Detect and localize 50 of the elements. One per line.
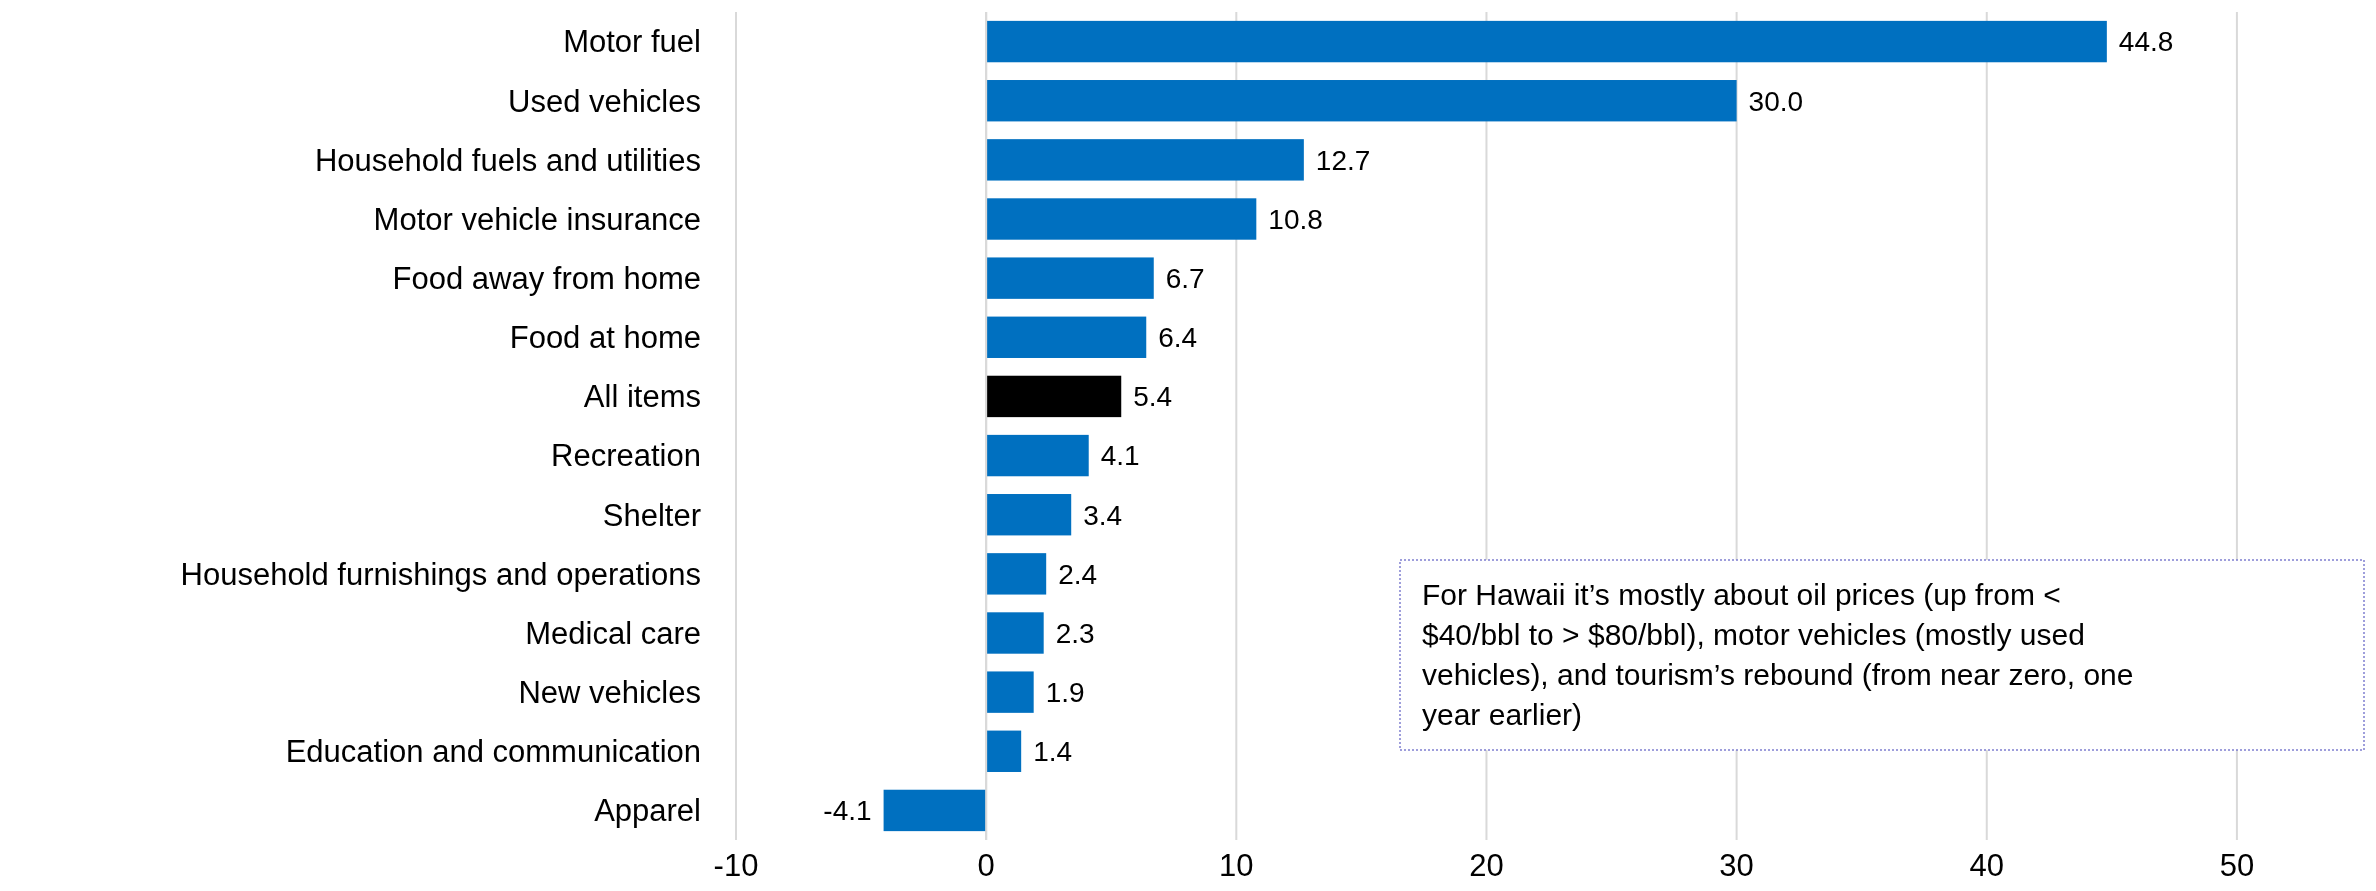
y-tick-label: Used vehicles (508, 83, 701, 119)
bar (986, 730, 1022, 772)
y-tick-label: All items (583, 379, 701, 415)
x-tick-label: 10 (1219, 848, 1254, 883)
bar (883, 789, 987, 832)
y-tick-label: Household fuels and utilities (314, 142, 701, 178)
bar (986, 80, 1737, 122)
x-tick-label: 50 (2219, 848, 2255, 883)
data-label: 6.4 (1158, 322, 1198, 354)
x-tick-label: -10 (713, 848, 759, 883)
y-tick-label: Motor vehicle insurance (373, 201, 701, 237)
x-tick-label: 20 (1469, 848, 1504, 883)
data-label: 5.4 (1133, 381, 1173, 413)
data-label: 4.1 (1100, 440, 1140, 472)
y-tick-label: Motor fuel (563, 24, 701, 60)
data-label: 12.7 (1315, 144, 1371, 176)
data-label: 44.8 (2118, 26, 2174, 58)
bar (986, 375, 1122, 418)
bar (986, 139, 1304, 181)
data-label: 2.4 (1058, 558, 1098, 590)
bar (986, 316, 1147, 358)
data-label: 1.9 (1045, 676, 1085, 708)
bar (986, 494, 1072, 536)
y-tick-label: Recreation (551, 438, 701, 474)
bar (986, 434, 1089, 477)
data-label: 10.8 (1268, 203, 1323, 235)
x-tick-label: 40 (1969, 848, 2005, 883)
data-label: 1.4 (1033, 736, 1073, 768)
x-tick-label: 30 (1719, 848, 1754, 883)
data-label: 2.3 (1055, 617, 1095, 649)
y-tick-label: Education and communication (285, 734, 701, 770)
y-tick-label: New vehicles (518, 674, 701, 710)
y-tick-label: Food away from home (392, 260, 701, 296)
bar (986, 553, 1047, 595)
y-tick-label: Shelter (602, 497, 701, 533)
y-tick-label: Medical care (525, 615, 701, 651)
data-label: 3.4 (1083, 499, 1123, 531)
bar (986, 20, 2107, 63)
data-label: 30.0 (1748, 85, 1804, 117)
data-label: -4.1 (823, 795, 872, 827)
y-tick-label: Household furnishings and operations (180, 556, 701, 592)
bar (986, 612, 1044, 654)
y-tick-label: Apparel (594, 793, 701, 829)
x-tick-label: 0 (977, 848, 995, 883)
data-label: 6.7 (1165, 262, 1205, 294)
annotation: For Hawaii it’s mostly about oil prices (up from < $40/bbl to > $80/bbl), motor vehicles (mostly used vehicles), and tourism’s rebound (from near zero, one year earlier) (1422, 578, 2134, 731)
bar (986, 198, 1257, 240)
bar (986, 671, 1034, 713)
y-tick-label: Food at home (509, 320, 701, 356)
bar (986, 257, 1154, 299)
